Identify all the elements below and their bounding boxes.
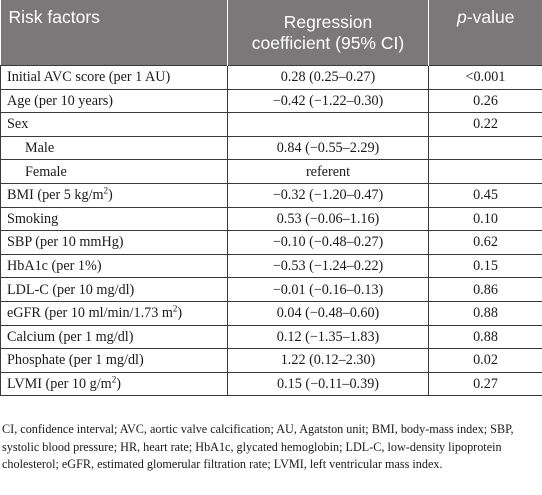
risk-factor-cell: LDL-C (per 10 mg/dl) <box>0 277 228 302</box>
table-row: eGFR (per 10 ml/min/1.73 m2) 0.04 (−0.48–… <box>0 300 542 326</box>
p-value-cell <box>428 135 542 161</box>
table-container: Risk factors Regression coefficient (95%… <box>0 0 542 471</box>
risk-factor-label: Female <box>25 163 67 180</box>
coefficient-cell: referent <box>227 159 429 184</box>
coefficient-cell: −0.10 (−0.48–0.27) <box>227 230 429 255</box>
header-coefficient: Regression coefficient (95% CI) <box>227 0 429 66</box>
table-body: Initial AVC score (per 1 AU) 0.28 (0.25–0… <box>0 65 542 397</box>
table-row: Age (per 10 years) −0.42 (−1.22–0.30) 0.26 <box>0 88 542 114</box>
coefficient-cell: −0.53 (−1.24–0.22) <box>227 253 429 279</box>
p-value-cell: 0.88 <box>428 324 542 350</box>
p-value-cell: 0.88 <box>428 300 542 326</box>
coefficient-cell: −0.01 (−0.16–0.13) <box>227 277 429 302</box>
risk-factor-label: SBP (per 10 mmHg) <box>7 234 124 251</box>
risk-factor-label: Male <box>25 140 55 157</box>
risk-factor-cell: HbA1c (per 1%) <box>0 253 228 279</box>
p-value-cell: <0.001 <box>428 65 542 90</box>
table-row: LDL-C (per 10 mg/dl) −0.01 (−0.16–0.13) 0.… <box>0 277 542 302</box>
coefficient-cell: 0.12 (−1.35–1.83) <box>227 324 429 350</box>
table-row: BMI (per 5 kg/m2) −0.32 (−1.20–0.47) 0.45 <box>0 182 542 208</box>
table-row: SBP (per 10 mmHg) −0.10 (−0.48–0.27) 0.62 <box>0 230 542 255</box>
table-row: Sex 0.22 <box>0 112 542 137</box>
risk-factor-suffix: ) <box>177 305 183 322</box>
risk-factor-cell: eGFR (per 10 ml/min/1.73 m2) <box>0 300 228 326</box>
coefficient-cell: −0.42 (−1.22–0.30) <box>227 88 429 114</box>
risk-factors-table: Risk factors Regression coefficient (95%… <box>0 0 542 397</box>
header-risk-factors: Risk factors <box>0 0 228 66</box>
risk-factor-cell: Age (per 10 years) <box>0 88 228 114</box>
header-risk-factors-label: Risk factors <box>8 7 100 27</box>
p-value-cell: 0.45 <box>428 182 542 208</box>
risk-factor-label: Calcium (per 1 mg/dl) <box>7 328 134 345</box>
risk-factor-label: LDL-C (per 10 mg/dl) <box>7 281 135 298</box>
p-value-cell: 0.15 <box>428 253 542 279</box>
risk-factor-cell: Phosphate (per 1 mg/dl) <box>0 348 228 373</box>
coefficient-cell: 0.53 (−0.06–1.16) <box>227 206 429 232</box>
risk-factor-cell: SBP (per 10 mmHg) <box>0 230 228 255</box>
risk-factor-suffix: ) <box>116 376 121 393</box>
risk-factor-superscript: 2 <box>172 303 178 314</box>
risk-factor-label: HbA1c (per 1%) <box>7 258 102 275</box>
risk-factor-label: Initial AVC score (per 1 AU) <box>7 69 171 86</box>
coefficient-cell <box>227 112 429 137</box>
table-row: Male 0.84 (−0.55–2.29) <box>0 135 542 161</box>
risk-factor-cell: Sex <box>0 112 228 137</box>
p-value-cell: 0.62 <box>428 230 542 255</box>
p-value-cell <box>428 159 542 184</box>
table-row: Initial AVC score (per 1 AU) 0.28 (0.25–0… <box>0 65 542 90</box>
risk-factor-label: BMI (per 5 kg/m <box>7 187 104 204</box>
header-p-rest: -value <box>466 7 515 27</box>
risk-factor-superscript: 2 <box>111 374 117 385</box>
risk-factor-label: Age (per 10 years) <box>7 92 113 109</box>
risk-factor-cell: BMI (per 5 kg/m2) <box>0 182 228 208</box>
risk-factor-cell: Smoking <box>0 206 228 232</box>
header-row: Risk factors Regression coefficient (95%… <box>0 0 542 66</box>
coefficient-cell: 0.28 (0.25–0.27) <box>227 65 429 90</box>
table-row: Smoking 0.53 (−0.06–1.16) 0.10 <box>0 206 542 232</box>
table-row: LVMI (per 10 g/m2) 0.15 (−0.11–0.39) 0.27 <box>0 371 542 397</box>
header-p-italic: p <box>457 7 467 27</box>
risk-factor-cell: LVMI (per 10 g/m2) <box>0 371 228 397</box>
risk-factor-label: Smoking <box>7 210 59 227</box>
p-value-cell: 0.26 <box>428 88 542 114</box>
table-row: HbA1c (per 1%) −0.53 (−1.24–0.22) 0.15 <box>0 253 542 279</box>
p-value-cell: 0.27 <box>428 371 542 397</box>
risk-factor-label: LVMI (per 10 g/m <box>7 376 112 393</box>
table-row: Calcium (per 1 mg/dl) 0.12 (−1.35–1.83) 0.… <box>0 324 542 350</box>
risk-factor-label: eGFR (per 10 ml/min/1.73 m <box>7 305 173 322</box>
table-row: Phosphate (per 1 mg/dl) 1.22 (0.12–2.30) 0… <box>0 348 542 373</box>
coefficient-cell: 0.84 (−0.55–2.29) <box>227 135 429 161</box>
p-value-cell: 0.02 <box>428 348 542 373</box>
coefficient-cell: −0.32 (−1.20–0.47) <box>227 182 429 208</box>
p-value-cell: 0.86 <box>428 277 542 302</box>
risk-factor-label: Phosphate (per 1 mg/dl) <box>7 352 144 369</box>
coefficient-cell: 0.15 (−0.11–0.39) <box>227 371 429 397</box>
risk-factor-superscript: 2 <box>103 185 109 196</box>
coefficient-cell: 1.22 (0.12–2.30) <box>227 348 429 373</box>
table-footnote: CI, confidence interval; AVC, aortic val… <box>2 422 514 471</box>
risk-factor-cell: Initial AVC score (per 1 AU) <box>0 65 228 90</box>
table-row: Female referent <box>0 159 542 184</box>
header-coefficient-line1: Regression <box>283 11 373 32</box>
risk-factor-suffix: ) <box>108 187 113 204</box>
coefficient-cell: 0.04 (−0.48–0.60) <box>227 300 429 326</box>
risk-factor-cell: Male <box>0 135 228 161</box>
p-value-cell: 0.10 <box>428 206 542 232</box>
risk-factor-cell: Female <box>0 159 228 184</box>
p-value-cell: 0.22 <box>428 112 542 137</box>
risk-factor-cell: Calcium (per 1 mg/dl) <box>0 324 228 350</box>
header-coefficient-line2: coefficient (95% CI) <box>251 32 405 53</box>
header-p-value: p-value <box>428 0 542 66</box>
risk-factor-label: Sex <box>7 116 29 133</box>
